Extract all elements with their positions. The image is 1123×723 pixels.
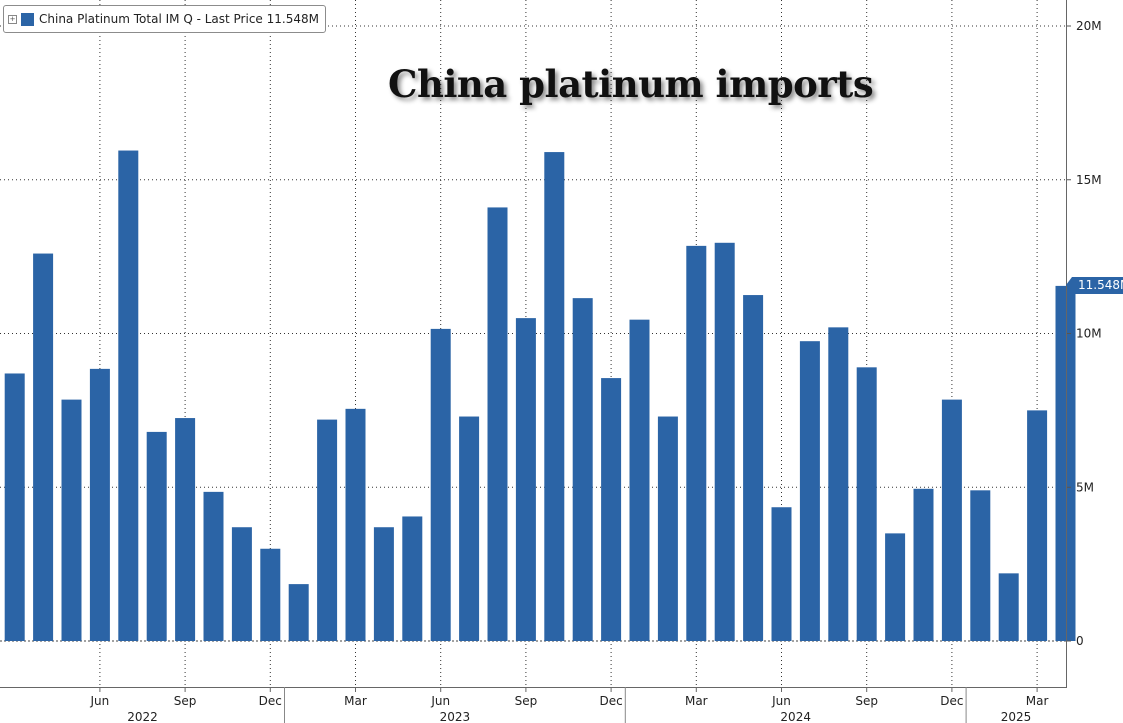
bar — [33, 253, 54, 642]
x-tick-label: Sep — [174, 694, 197, 708]
x-tick-label: Dec — [940, 694, 963, 708]
bar — [203, 491, 224, 641]
x-tick-label: Mar — [1026, 694, 1049, 708]
bar — [146, 431, 167, 641]
bar — [799, 341, 820, 641]
x-tick-label: Sep — [515, 694, 538, 708]
bar — [629, 319, 650, 641]
y-tick-label: 15M — [1076, 173, 1102, 187]
x-tick-label: Sep — [855, 694, 878, 708]
legend-swatch — [21, 12, 34, 26]
bar — [601, 378, 622, 641]
bar — [459, 416, 480, 641]
bar — [118, 150, 139, 641]
bar — [89, 368, 110, 641]
bar — [430, 328, 451, 641]
bar — [970, 490, 991, 641]
year-label: 2024 — [780, 710, 811, 723]
bar — [487, 207, 508, 642]
bar — [686, 245, 707, 642]
y-tick-label: 20M — [1076, 19, 1102, 33]
bar — [1055, 285, 1076, 641]
bar — [913, 488, 934, 641]
bar — [998, 573, 1019, 641]
bar — [714, 242, 735, 641]
bar — [515, 318, 536, 641]
x-tick-label: Jun — [90, 694, 110, 708]
bar — [345, 408, 366, 641]
legend-label: China Platinum Total IM Q - Last Price 1… — [39, 12, 319, 26]
bar — [288, 584, 309, 641]
bar — [743, 295, 764, 641]
bar — [657, 416, 678, 641]
bar — [175, 418, 196, 641]
legend[interactable]: + China Platinum Total IM Q - Last Price… — [3, 5, 326, 33]
bar — [828, 327, 849, 641]
bar — [317, 419, 338, 641]
bar-series — [4, 150, 1076, 642]
bar — [544, 152, 565, 641]
bar — [61, 399, 82, 641]
bar — [1027, 410, 1048, 641]
y-tick-label: 10M — [1076, 327, 1102, 341]
last-value-badge: 11.548M — [1065, 277, 1123, 295]
year-label: 2022 — [127, 710, 158, 723]
bar — [771, 507, 792, 641]
x-tick-label: Dec — [259, 694, 282, 708]
bar — [373, 527, 394, 641]
bar — [231, 527, 252, 641]
bar — [260, 548, 281, 641]
bar — [4, 373, 25, 641]
x-tick-label: Jun — [430, 694, 450, 708]
year-label: 2025 — [1001, 710, 1032, 723]
y-tick-label: 0 — [1076, 634, 1084, 648]
bar — [941, 399, 962, 641]
x-tick-label: Mar — [685, 694, 708, 708]
x-tick-label: Mar — [344, 694, 367, 708]
year-label: 2023 — [440, 710, 471, 723]
bar — [885, 533, 906, 641]
bar — [402, 516, 423, 641]
chart-title: China platinum imports — [388, 62, 874, 106]
x-tick-label: Jun — [771, 694, 791, 708]
bar — [572, 298, 593, 641]
bar — [856, 367, 877, 641]
x-tick-label: Dec — [599, 694, 622, 708]
legend-expand-icon[interactable]: + — [8, 14, 17, 24]
y-tick-label: 5M — [1076, 480, 1094, 494]
